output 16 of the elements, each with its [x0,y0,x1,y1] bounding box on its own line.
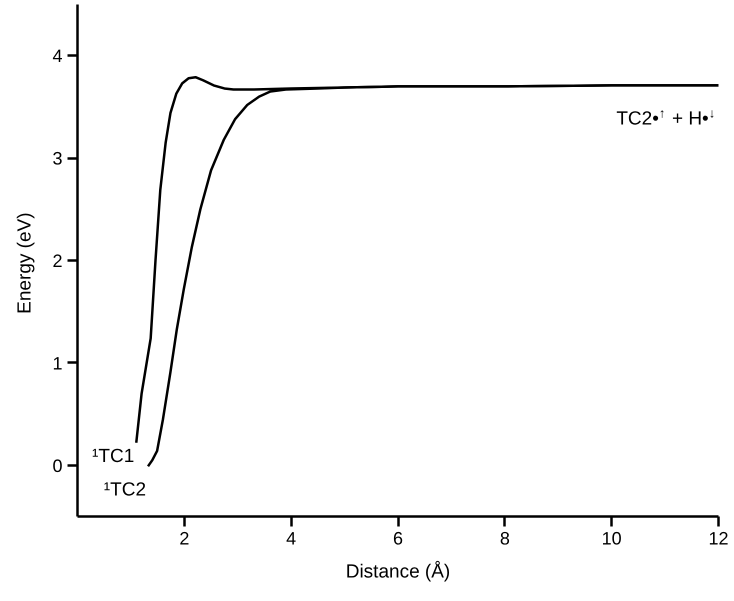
x-axis-title: Distance (Å) [346,560,450,582]
y-tick-label: 1 [52,353,63,374]
x-tick-label: 2 [179,528,190,548]
annotation: TC2•↑ + H•↓ [616,105,716,130]
x-tick-label: 8 [500,528,510,548]
x-tick-label: 6 [392,528,404,548]
x-tick-label: 12 [708,528,729,548]
x-tick-label: 4 [286,528,296,548]
y-axis-title: Energy (eV) [14,212,36,314]
annotation: ¹TC2 [104,479,146,500]
y-tick-label: 3 [52,148,63,169]
x-tick-label: 10 [602,528,622,548]
y-tick-label: 2 [52,251,63,271]
annotation: ¹TC1 [92,446,134,467]
y-tick-label: 4 [52,46,63,66]
y-tick-label: 0 [52,456,63,476]
